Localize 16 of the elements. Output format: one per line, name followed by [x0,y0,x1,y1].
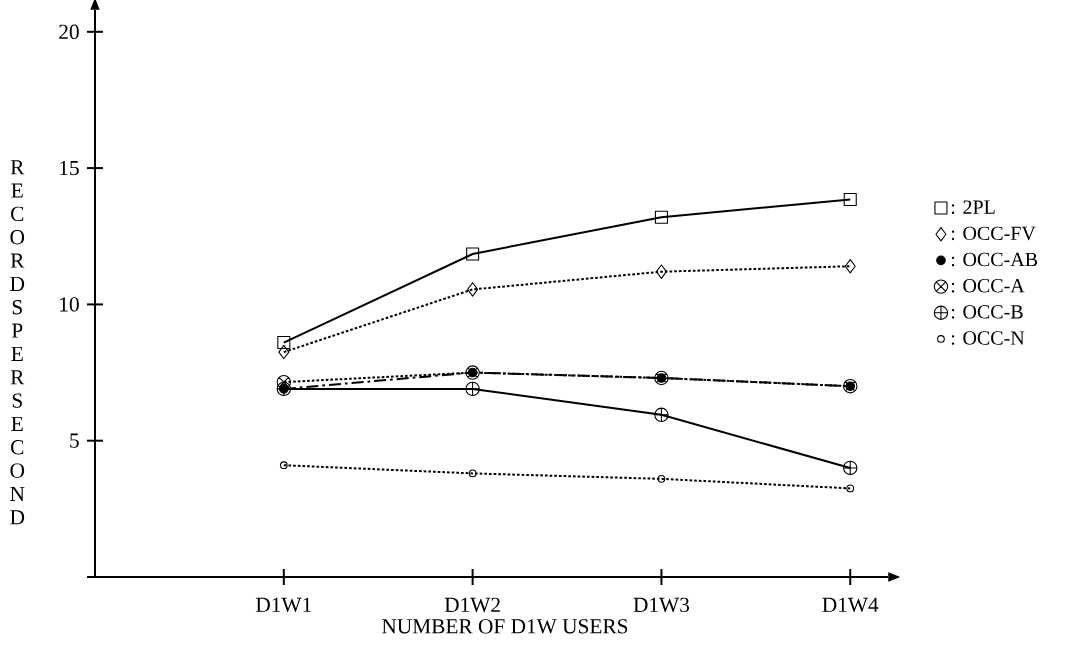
legend-label: : 2PL [951,200,995,214]
legend-label: : OCC-N [951,331,1025,345]
y-tick-label: 20 [59,24,79,40]
y-tick-label: 5 [70,433,79,448]
x-tick-label: D1W2 [444,597,500,613]
legend-label: : OCC-FV [951,226,1036,241]
x-tick-label: D1W1 [255,597,311,613]
y-tick-label: 15 [60,160,79,176]
y-tick-label: 10 [60,297,79,312]
x-axis-title: NUMBER OF D1W USERS [382,619,628,634]
text: RECORDS PER SECOND [10,160,25,525]
x-tick-label: D1W4 [822,597,879,613]
x-tick-label: D1W3 [633,597,690,613]
legend-label: : OCC-A [951,278,1025,293]
legend-label: : OCC-AB [951,252,1038,267]
legend-label: : OCC-B [951,305,1023,319]
